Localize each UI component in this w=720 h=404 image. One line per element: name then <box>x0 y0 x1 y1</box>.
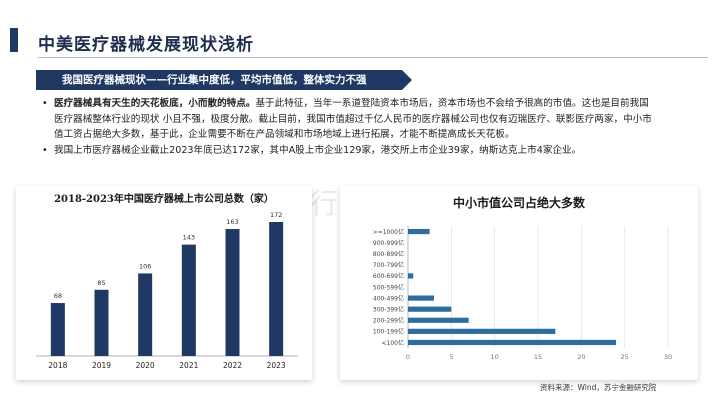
y-tick-label: >=1000亿 <box>373 228 404 236</box>
y-tick-label: 100-199亿 <box>373 328 404 336</box>
bar <box>408 306 452 312</box>
page-title: 中美医疗器械发展现状浅析 <box>38 35 254 55</box>
y-tick-label: 200-299亿 <box>373 317 404 325</box>
y-tick-label: 500-599亿 <box>373 283 404 291</box>
bullet-text: 我国上市医疗器械企业截止2023年底已达172家，其中A股上市企业129家，港交… <box>54 144 582 156</box>
banner-arrow-tail <box>402 70 412 90</box>
bar <box>94 289 109 356</box>
x-tick-label: 15 <box>534 353 542 361</box>
bar <box>408 317 469 323</box>
source-note: 资料来源：Wind，苏宁金融研究院 <box>540 383 657 392</box>
y-tick-label: 600-699亿 <box>373 272 404 280</box>
bullet-dot: • <box>42 144 48 156</box>
data-label: 85 <box>97 279 105 287</box>
y-tick-label: 900-999亿 <box>373 239 404 247</box>
bullet-list: • 医疗器械具有天生的天花板底，小而散的特点。基于此特征，当年一系道登陆资本市场… <box>40 96 652 158</box>
left-chart-card: 2018-2023年中国医疗器械上市公司总数（家） 68 2018 85 2019 10… <box>16 186 312 380</box>
x-tick-label: 2022 <box>223 361 242 370</box>
title-accent-bar <box>10 28 18 52</box>
right-chart-card: 中小市值公司占绝大多数 0 5 10 15 20 25 30 <100亿 100-199亿 200… <box>340 186 698 380</box>
x-tick-label: 30 <box>664 353 672 361</box>
y-tick-label: <100亿 <box>382 339 404 347</box>
bar <box>269 222 284 356</box>
left-chart-title: 2018-2023年中国医疗器械上市公司总数（家） <box>54 194 274 205</box>
bar <box>408 295 434 301</box>
right-chart-title: 中小市值公司占绝大多数 <box>452 196 585 210</box>
bullet-dot: • <box>42 98 48 109</box>
title-bar: 中美医疗器械发展现状浅析 <box>0 24 720 58</box>
bar <box>50 303 65 356</box>
data-label: 172 <box>270 211 282 219</box>
data-label: 143 <box>183 234 195 242</box>
data-label: 68 <box>54 292 62 300</box>
x-tick-label: 10 <box>491 353 499 361</box>
y-tick-label: 800-899亿 <box>373 250 404 258</box>
x-tick-label: 2023 <box>267 361 286 370</box>
x-tick-label: 2021 <box>179 361 198 370</box>
y-tick-label: 300-399亿 <box>373 305 404 313</box>
bar <box>225 229 240 356</box>
bar <box>408 339 616 346</box>
y-tick-label: 700-799亿 <box>373 261 404 269</box>
market-cap-distribution-chart: 0 5 10 15 20 25 30 <100亿 100-199亿 200-299亿 300-399… <box>373 226 672 361</box>
bar <box>408 273 414 279</box>
x-tick-label: 2019 <box>92 361 111 370</box>
x-tick-label: 2020 <box>136 361 155 370</box>
title-divider <box>38 57 708 58</box>
bullet-item: • 我国上市医疗器械企业截止2023年底已达172家，其中A股上市企业129家，… <box>40 143 652 159</box>
y-tick-label: 400-499亿 <box>373 294 404 302</box>
bar <box>408 228 430 235</box>
data-label: 106 <box>139 262 151 270</box>
x-tick-label: 0 <box>406 353 410 361</box>
x-tick-label: 2018 <box>48 361 67 370</box>
x-tick-label: 5 <box>449 353 453 361</box>
x-tick-label: 25 <box>621 353 629 361</box>
bar <box>408 328 556 334</box>
data-label: 163 <box>226 218 238 226</box>
bar <box>138 273 153 356</box>
bar <box>181 244 196 356</box>
section-banner: 我国医疗器械现状——行业集中度低，平均市值低，整体实力不强 <box>36 70 402 90</box>
x-tick-label: 20 <box>577 353 585 361</box>
listed-companies-bar-chart: 68 2018 85 2019 106 2020 143 2021 163 2022 172 2023 <box>36 211 298 370</box>
bullet-text: 基于此特征，当年一系道登陆资本市场后，资本市场也不会给予很高的市值。这也是目前我… <box>54 98 652 140</box>
bullet-bold-text: 医疗器械具有天生的天花板底，小而散的特点。 <box>54 98 256 109</box>
bullet-item: • 医疗器械具有天生的天花板底，小而散的特点。基于此特征，当年一系道登陆资本市场… <box>40 96 652 143</box>
